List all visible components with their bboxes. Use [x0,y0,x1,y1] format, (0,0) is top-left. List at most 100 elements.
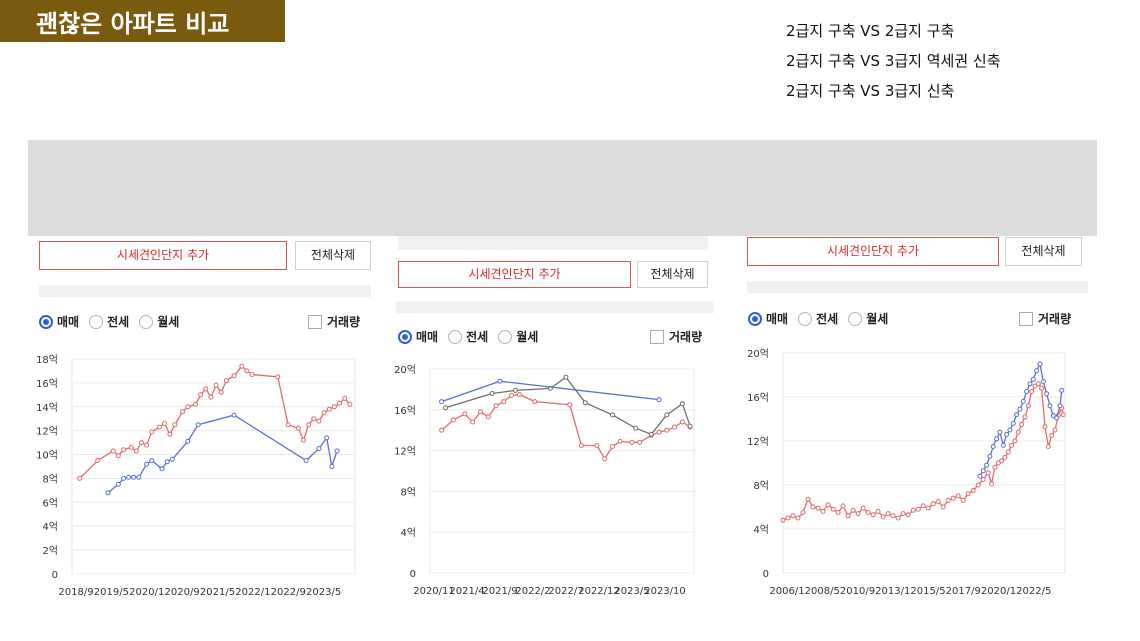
data-point[interactable] [780,517,786,523]
data-point[interactable] [850,507,856,513]
data-point[interactable] [985,470,991,476]
data-point[interactable] [960,497,966,503]
data-point[interactable] [295,425,301,431]
data-point[interactable] [347,401,353,407]
data-point[interactable] [478,409,483,415]
data-point[interactable] [940,504,946,510]
data-point[interactable] [679,419,685,425]
data-point[interactable] [594,443,600,448]
data-point[interactable] [244,368,250,374]
data-point[interactable] [1014,412,1020,418]
data-point[interactable] [285,422,291,428]
data-point[interactable] [208,394,214,400]
data-point[interactable] [77,475,83,481]
radio-sale[interactable] [39,314,53,329]
data-point[interactable] [115,481,121,487]
data-point[interactable] [164,459,170,465]
data-point[interactable] [1057,403,1063,409]
data-point[interactable] [326,406,332,412]
data-point[interactable] [105,490,111,496]
data-point[interactable] [905,512,911,518]
data-point[interactable] [136,474,142,480]
data-point[interactable] [860,505,866,511]
data-point[interactable] [900,511,906,517]
data-point[interactable] [121,475,126,481]
data-point[interactable] [992,464,998,470]
data-point[interactable] [497,378,503,384]
data-point[interactable] [800,510,806,515]
data-point[interactable] [1027,381,1033,387]
data-point[interactable] [578,443,584,448]
data-point[interactable] [162,421,168,426]
volume-checkbox[interactable] [650,329,664,344]
data-point[interactable] [1050,413,1056,419]
data-point[interactable] [1047,403,1053,409]
data-point[interactable] [1060,412,1066,418]
data-point[interactable] [439,399,445,405]
data-point[interactable] [115,453,121,459]
data-point[interactable] [664,427,670,433]
data-point[interactable] [990,444,996,449]
data-point[interactable] [975,482,981,488]
data-point[interactable] [795,515,801,521]
data-point[interactable] [563,374,569,380]
data-point[interactable] [172,422,178,428]
data-point[interactable] [1030,376,1036,382]
add-comparison-button[interactable]: 시세견인단지 추가 [39,241,287,270]
data-point[interactable] [131,474,137,480]
data-point[interactable] [126,474,132,480]
data-point[interactable] [159,466,165,472]
data-point[interactable] [656,397,662,403]
data-point[interactable] [532,399,538,405]
data-point[interactable] [198,392,204,398]
data-point[interactable] [1004,431,1010,437]
delete-all-button[interactable]: 전체삭제 [637,261,708,288]
data-point[interactable] [311,416,317,422]
data-point[interactable] [855,511,861,517]
data-point[interactable] [656,429,662,435]
data-point[interactable] [1040,379,1046,385]
data-point[interactable] [945,497,951,503]
data-point[interactable] [999,458,1005,464]
data-point[interactable] [193,401,198,407]
data-point[interactable] [1044,391,1050,397]
data-point[interactable] [450,417,456,423]
radio-monthly[interactable] [139,314,154,329]
data-point[interactable] [987,453,993,459]
data-point[interactable] [157,424,162,430]
data-point[interactable] [509,393,514,398]
data-point[interactable] [1017,406,1023,412]
data-point[interactable] [970,488,976,493]
data-point[interactable] [301,437,306,443]
data-point[interactable] [977,473,983,479]
data-point[interactable] [995,460,1001,466]
volume-checkbox[interactable] [1019,311,1033,326]
data-point[interactable] [167,431,173,437]
data-point[interactable] [321,410,327,416]
data-point[interactable] [989,481,995,487]
data-point[interactable] [950,495,956,501]
data-point[interactable] [180,409,186,415]
data-point[interactable] [965,491,971,497]
data-point[interactable] [239,363,245,369]
data-point[interactable] [785,515,791,521]
data-point[interactable] [443,405,448,411]
data-point[interactable] [835,510,841,515]
data-point[interactable] [610,444,615,449]
data-point[interactable] [306,422,312,428]
data-point[interactable] [679,401,685,407]
add-comparison-button[interactable]: 시세견인단지 추가 [747,237,999,266]
data-point[interactable] [1005,449,1011,455]
data-point[interactable] [1010,420,1016,426]
data-point[interactable] [1020,398,1026,404]
data-point[interactable] [121,447,126,453]
data-point[interactable] [218,389,224,395]
data-point[interactable] [337,400,343,406]
volume-checkbox[interactable] [308,314,322,329]
data-point[interactable] [334,448,340,454]
data-point[interactable] [1054,415,1060,421]
data-point[interactable] [980,477,986,482]
data-point[interactable] [249,372,255,377]
data-point[interactable] [203,386,209,392]
data-point[interactable] [980,468,986,474]
